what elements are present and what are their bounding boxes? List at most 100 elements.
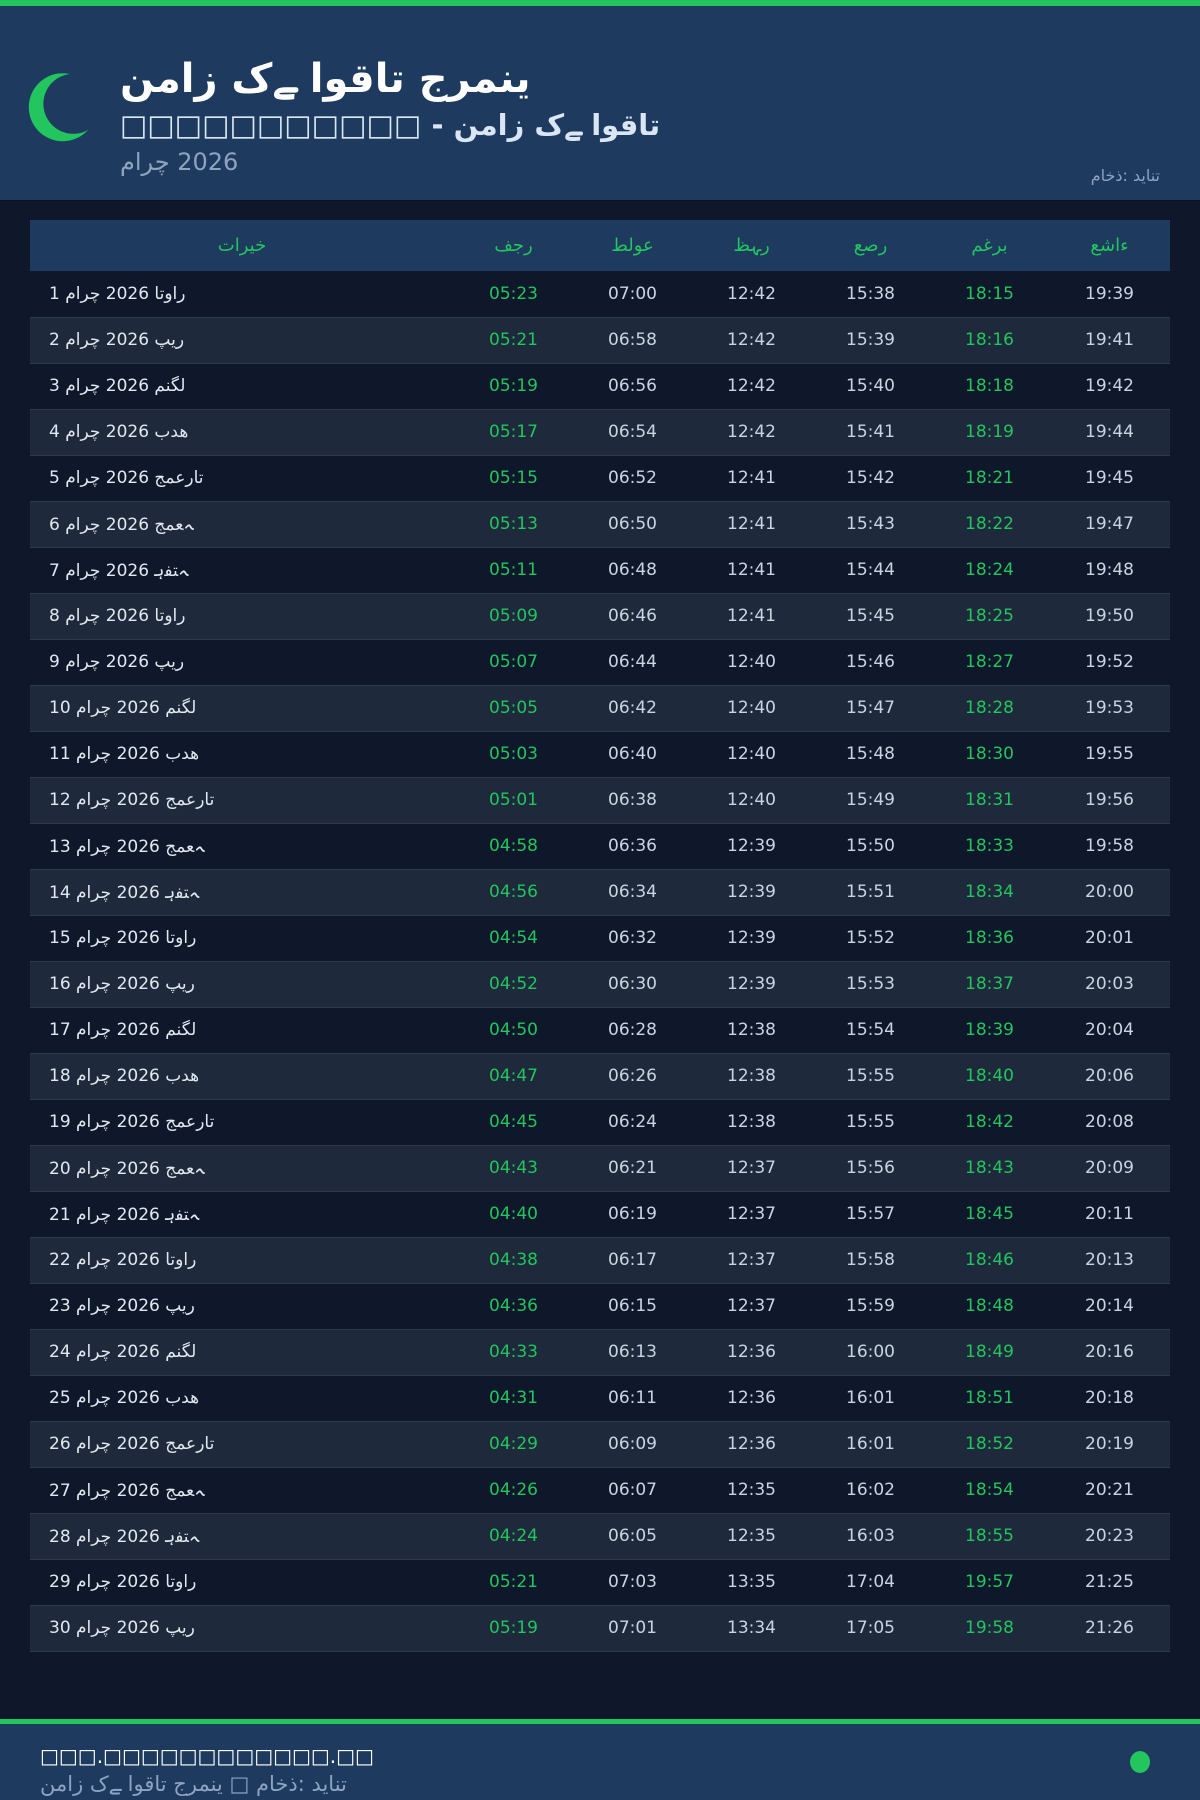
cell-date: 4 مارچ 2026 بدھ (49, 422, 189, 442)
table-row: 13 مارچ 2026 جمعہ 04:58 06:36 12:39 15:50 18:… (30, 823, 1170, 869)
cell-dhuhr: 12:35 (727, 1526, 776, 1546)
cell-dhuhr: 12:38 (727, 1020, 776, 1040)
cell-fajr: 04:40 (489, 1204, 538, 1224)
cell-date: 18 مارچ 2026 بدھ (49, 1066, 200, 1086)
cell-asr: 15:40 (846, 376, 895, 396)
cell-asr: 15:52 (846, 928, 895, 948)
cell-asr: 16:01 (846, 1434, 895, 1454)
cell-dhuhr: 12:35 (727, 1480, 776, 1500)
cell-maghrib: 18:37 (965, 974, 1014, 994)
cell-sunrise: 06:21 (608, 1158, 657, 1178)
cell-asr: 15:55 (846, 1112, 895, 1132)
table-row: 4 مارچ 2026 بدھ 05:17 06:54 12:42 15:41 18:19… (30, 409, 1170, 455)
column-header-isha: عشاء (1090, 235, 1129, 256)
cell-date: 14 مارچ 2026 ہفتہ (49, 882, 199, 903)
cell-isha: 19:41 (1085, 330, 1134, 350)
cell-maghrib: 18:42 (965, 1112, 1014, 1132)
table-row: 11 مارچ 2026 بدھ 05:03 06:40 12:40 15:48 18:3… (30, 731, 1170, 777)
cell-asr: 17:04 (846, 1572, 895, 1592)
cell-sunrise: 06:36 (608, 836, 657, 856)
cell-maghrib: 18:36 (965, 928, 1014, 948)
cell-date: 1 مارچ 2026 اتوار (49, 283, 186, 304)
cell-isha: 20:23 (1085, 1526, 1134, 1546)
cell-maghrib: 18:52 (965, 1434, 1014, 1454)
cell-dhuhr: 12:37 (727, 1296, 776, 1316)
cell-sunrise: 06:15 (608, 1296, 657, 1316)
cell-fajr: 04:43 (489, 1158, 538, 1178)
table-row: 17 مارچ 2026 منگل 04:50 06:28 12:38 15:54 18:… (30, 1007, 1170, 1053)
cell-date: 25 مارچ 2026 بدھ (49, 1388, 200, 1408)
cell-date: 24 مارچ 2026 منگل (49, 1342, 197, 1362)
table-row: 20 مارچ 2026 جمعہ 04:43 06:21 12:37 15:56 18:… (30, 1145, 1170, 1191)
cell-maghrib: 18:21 (965, 468, 1014, 488)
cell-isha: 20:04 (1085, 1020, 1134, 1040)
cell-date: 2 مارچ 2026 پیر (49, 330, 185, 350)
cell-isha: 20:01 (1085, 928, 1134, 948)
table-row: 6 مارچ 2026 جمعہ 05:13 06:50 12:41 15:43 18:2… (30, 501, 1170, 547)
cell-isha: 21:26 (1085, 1618, 1134, 1638)
cell-fajr: 05:19 (489, 376, 538, 396)
cell-isha: 19:58 (1085, 836, 1134, 856)
cell-sunrise: 06:34 (608, 882, 657, 902)
cell-isha: 19:55 (1085, 744, 1134, 764)
cell-dhuhr: 12:38 (727, 1066, 776, 1086)
table-row: 23 مارچ 2026 پیر 04:36 06:15 12:37 15:59 18:4… (30, 1283, 1170, 1329)
cell-fajr: 04:54 (489, 928, 538, 948)
cell-maghrib: 18:54 (965, 1480, 1014, 1500)
page-title: نماز کے اوقات جرمنی (120, 56, 531, 102)
cell-sunrise: 06:30 (608, 974, 657, 994)
cell-isha: 19:53 (1085, 698, 1134, 718)
cell-asr: 15:41 (846, 422, 895, 442)
table-row: 15 مارچ 2026 اتوار 04:54 06:32 12:39 15:52 18… (30, 915, 1170, 961)
cell-isha: 20:19 (1085, 1434, 1134, 1454)
cell-fajr: 04:47 (489, 1066, 538, 1086)
cell-isha: 19:52 (1085, 652, 1134, 672)
table-row: 29 مارچ 2026 اتوار 05:21 07:03 13:35 17:04 19… (30, 1559, 1170, 1605)
cell-fajr: 05:11 (489, 560, 538, 580)
cell-fajr: 05:23 (489, 283, 538, 304)
column-header-maghrib: مغرب (971, 235, 1008, 256)
cell-isha: 19:50 (1085, 606, 1134, 626)
cell-fajr: 05:03 (489, 744, 538, 764)
table-row: 12 مارچ 2026 جمعرات 05:01 06:38 12:40 15:49 1… (30, 777, 1170, 823)
cell-date: 19 مارچ 2026 جمعرات (49, 1112, 215, 1132)
cell-isha: 20:16 (1085, 1342, 1134, 1362)
cell-maghrib: 18:33 (965, 836, 1014, 856)
cell-dhuhr: 12:41 (727, 606, 776, 626)
column-header-asr: عصر (853, 235, 888, 256)
cell-asr: 15:43 (846, 514, 895, 534)
cell-dhuhr: 12:42 (727, 330, 776, 350)
cell-maghrib: 18:25 (965, 606, 1014, 626)
cell-dhuhr: 12:39 (727, 974, 776, 994)
cell-sunrise: 06:46 (608, 606, 657, 626)
cell-fajr: 04:38 (489, 1250, 538, 1270)
cell-asr: 15:57 (846, 1204, 895, 1224)
cell-date: 26 مارچ 2026 جمعرات (49, 1434, 215, 1454)
cell-date: 15 مارچ 2026 اتوار (49, 928, 197, 948)
cell-isha: 20:13 (1085, 1250, 1134, 1270)
table-row: 1 مارچ 2026 اتوار 05:23 07:00 12:42 15:38 18:… (30, 271, 1170, 317)
table-row: 24 مارچ 2026 منگل 04:33 06:13 12:36 16:00 18:… (30, 1329, 1170, 1375)
cell-isha: 19:44 (1085, 422, 1134, 442)
cell-dhuhr: 12:36 (727, 1342, 776, 1362)
page-footer: □□□.□□□□□□□□□□□□.□□ نماز کے اوقات جرمنی … (0, 1719, 1200, 1800)
cell-date: 30 مارچ 2026 پیر (49, 1618, 195, 1638)
table-row: 3 مارچ 2026 منگل 05:19 06:56 12:42 15:40 18:1… (30, 363, 1170, 409)
cell-isha: 19:42 (1085, 376, 1134, 396)
cell-fajr: 05:07 (489, 652, 538, 672)
cell-dhuhr: 12:39 (727, 928, 776, 948)
cell-maghrib: 18:40 (965, 1066, 1014, 1086)
cell-dhuhr: 12:42 (727, 376, 776, 396)
cell-asr: 17:05 (846, 1618, 895, 1638)
cell-sunrise: 06:58 (608, 330, 657, 350)
cell-fajr: 04:26 (489, 1480, 538, 1500)
cell-asr: 15:47 (846, 698, 895, 718)
cell-isha: 19:56 (1085, 790, 1134, 810)
cell-isha: 20:06 (1085, 1066, 1134, 1086)
cell-maghrib: 18:28 (965, 698, 1014, 718)
cell-isha: 20:09 (1085, 1158, 1134, 1178)
cell-sunrise: 06:17 (608, 1250, 657, 1270)
cell-fajr: 04:31 (489, 1388, 538, 1408)
cell-date: 17 مارچ 2026 منگل (49, 1020, 197, 1040)
cell-fajr: 05:05 (489, 698, 538, 718)
